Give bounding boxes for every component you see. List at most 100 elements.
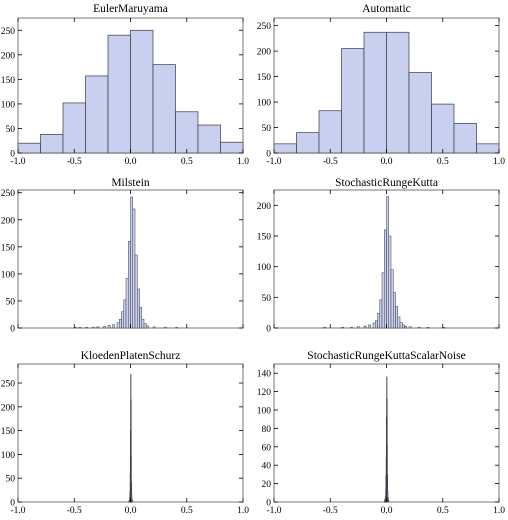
- x-tick-label: 0.0: [381, 506, 393, 516]
- histogram-bar: [363, 31, 387, 154]
- chart-title: KloedenPlatenSchurz: [81, 350, 181, 362]
- histogram-panel: Automatic 0 50 100 150 200 250 -1.0 -0.5 0.0 0.5 1.…: [257, 3, 505, 167]
- y-tick-label: 50: [6, 125, 16, 135]
- y-tick-label: 50: [262, 124, 272, 134]
- chart-title: StochasticRungeKutta: [335, 177, 438, 189]
- histogram-bar: [386, 31, 410, 154]
- histogram-bar: [379, 299, 383, 329]
- histogram-panel: EulerMaruyama 0 50 100 150 200 250 -1.0 -0.5 0.0 0…: [1, 3, 249, 167]
- histogram-bar: [125, 277, 129, 329]
- y-tick-label: 150: [1, 76, 16, 86]
- y-tick-label: 150: [257, 73, 272, 83]
- histogram-bar: [121, 311, 124, 329]
- histogram-bar: [134, 254, 138, 329]
- histogram-bar: [408, 326, 412, 329]
- histogram-bar: [103, 326, 106, 329]
- histogram-panel: KloedenPlatenSchurz 0 50 100 150 200 250 -1.0 -0…: [1, 350, 249, 516]
- histogram-bar: [375, 320, 378, 329]
- x-tick-label: -0.5: [67, 157, 82, 167]
- x-tick-label: 1.0: [493, 506, 505, 516]
- histogram-bar: [357, 326, 360, 329]
- x-tick-label: 0.0: [381, 157, 393, 167]
- histogram-bar: [386, 196, 389, 329]
- histogram-bar: [130, 29, 154, 154]
- histogram-bar: [197, 124, 221, 154]
- y-tick-label: 100: [1, 270, 16, 280]
- y-tick-label: 40: [262, 462, 272, 472]
- histogram-bar: [399, 322, 403, 329]
- histogram-bar: [107, 34, 131, 154]
- x-tick-label: -1.0: [10, 506, 25, 516]
- y-tick-label: 100: [1, 100, 16, 110]
- histogram-bar: [390, 269, 394, 329]
- histogram-bar: [78, 327, 82, 329]
- y-tick-label: 200: [1, 403, 16, 413]
- y-tick-label: 60: [262, 443, 272, 453]
- x-tick-label: -0.5: [67, 506, 82, 516]
- y-tick-label: 250: [1, 189, 16, 199]
- y-tick-label: 80: [262, 425, 272, 435]
- histogram-bar: [137, 288, 140, 329]
- histogram-bar: [116, 322, 120, 329]
- histogram-bar: [476, 143, 500, 154]
- histogram-bar: [395, 306, 398, 329]
- histogram-bar: [132, 208, 136, 329]
- y-tick-label: 150: [1, 427, 16, 437]
- x-tick-label: 0.5: [437, 506, 449, 516]
- histogram-bar: [152, 64, 176, 154]
- histogram-bar: [431, 103, 455, 154]
- histogram-bar: [318, 110, 342, 154]
- y-tick-label: 0: [266, 499, 271, 509]
- histogram-bar: [388, 235, 392, 329]
- histogram-bar: [146, 325, 149, 329]
- y-tick-label: 100: [257, 263, 272, 273]
- x-tick-label: -0.5: [323, 506, 338, 516]
- histogram-bar: [377, 313, 380, 329]
- histogram-bar: [96, 326, 100, 329]
- histogram-bar: [404, 325, 407, 329]
- histogram-bar: [426, 327, 430, 329]
- histogram-bar: [40, 134, 64, 154]
- histogram-bar: [123, 299, 127, 329]
- histogram-bar: [417, 327, 421, 329]
- y-tick-label: 0: [266, 150, 271, 160]
- y-tick-label: 0: [10, 150, 15, 160]
- histogram-bar: [220, 141, 244, 154]
- histogram-bar: [128, 241, 131, 329]
- chart-title: Automatic: [362, 3, 411, 15]
- x-tick-label: 0.0: [125, 506, 137, 516]
- histogram-bar: [341, 48, 365, 154]
- histogram-bar: [273, 143, 297, 154]
- histogram-bar: [296, 132, 320, 154]
- y-tick-label: 100: [257, 407, 272, 417]
- chart-title: Milstein: [111, 177, 150, 189]
- chart-title: StochasticRungeKuttaScalarNoise: [307, 350, 465, 362]
- histogram-bar: [368, 324, 371, 329]
- histogram-bar: [323, 327, 326, 329]
- histogram-bar: [92, 327, 95, 329]
- histogram-bar: [132, 500, 134, 503]
- histogram-bar: [372, 322, 376, 329]
- x-tick-label: 0.5: [181, 157, 193, 167]
- x-tick-label: -1.0: [266, 157, 281, 167]
- histogram-bar: [17, 142, 41, 154]
- y-tick-label: 50: [6, 297, 16, 307]
- x-tick-label: -1.0: [266, 506, 281, 516]
- histogram-bar: [85, 327, 88, 329]
- y-tick-label: 200: [1, 216, 16, 226]
- y-tick-label: 250: [1, 380, 16, 390]
- histogram-bar: [408, 72, 432, 154]
- histogram-bar: [402, 324, 405, 329]
- histogram-bar: [143, 323, 147, 329]
- x-tick-label: 1.0: [237, 506, 249, 516]
- histogram-bar: [85, 75, 109, 154]
- histogram-bar: [119, 319, 122, 329]
- y-tick-label: 150: [257, 233, 272, 243]
- y-tick-label: 0: [10, 325, 15, 335]
- x-tick-label: 0.5: [437, 157, 449, 167]
- y-tick-label: 200: [1, 51, 16, 61]
- y-tick-label: 50: [262, 294, 272, 304]
- histogram-bar: [363, 325, 367, 329]
- histogram-bar: [381, 272, 385, 329]
